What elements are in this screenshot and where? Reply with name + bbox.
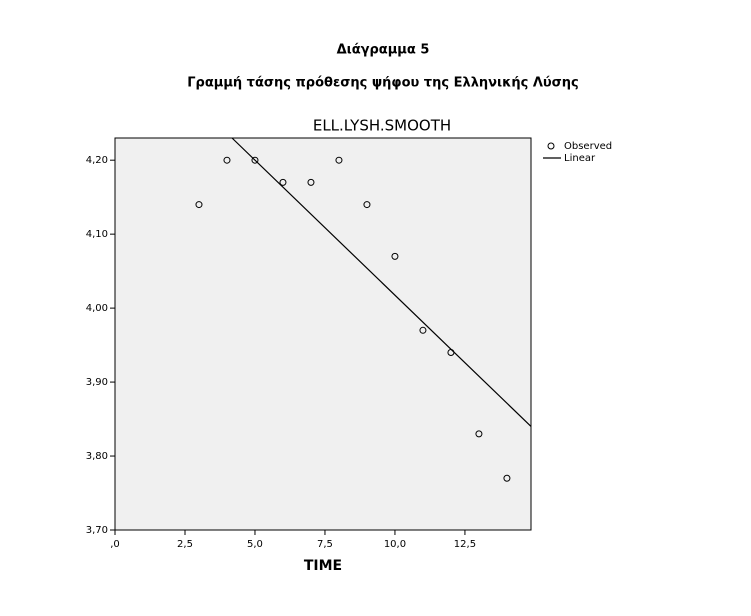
page-title: Διάγραμμα 5 (337, 43, 430, 58)
data-point (223, 156, 231, 164)
data-point (251, 156, 259, 164)
y-tick-label: 3,80 (86, 451, 108, 462)
plot-area (114, 137, 532, 531)
data-point (419, 326, 427, 334)
y-tick-label: 3,90 (86, 377, 108, 388)
x-tick-label: 7,5 (317, 539, 333, 550)
data-point (335, 156, 343, 164)
y-tick-label: 3,70 (86, 525, 108, 536)
x-tick-label: 12,5 (454, 539, 476, 550)
x-tick-label: 10,0 (384, 539, 406, 550)
fit-line (231, 137, 532, 427)
y-tick-label: 4,10 (86, 229, 108, 240)
data-point (363, 201, 371, 209)
y-tick-label: 4,00 (86, 303, 108, 314)
x-axis-label: TIME (304, 558, 342, 574)
data-point (475, 430, 483, 438)
legend-label: Observed (564, 141, 612, 152)
chart-title: ELL.LYSH.SMOOTH (313, 117, 451, 135)
page-subtitle: Γραμμή τάσης πρόθεσης ψήφου της Ελληνική… (187, 76, 579, 91)
data-point (503, 474, 511, 482)
x-tick-label: 2,5 (177, 539, 193, 550)
data-point (391, 252, 399, 260)
legend-marker (547, 142, 555, 150)
data-point (195, 201, 203, 209)
legend-label: Linear (564, 153, 596, 164)
y-tick-label: 4,20 (86, 155, 108, 166)
x-tick-label: ,0 (110, 539, 120, 550)
x-tick-label: 5,0 (247, 539, 263, 550)
data-point (279, 178, 287, 186)
data-point (307, 178, 315, 186)
